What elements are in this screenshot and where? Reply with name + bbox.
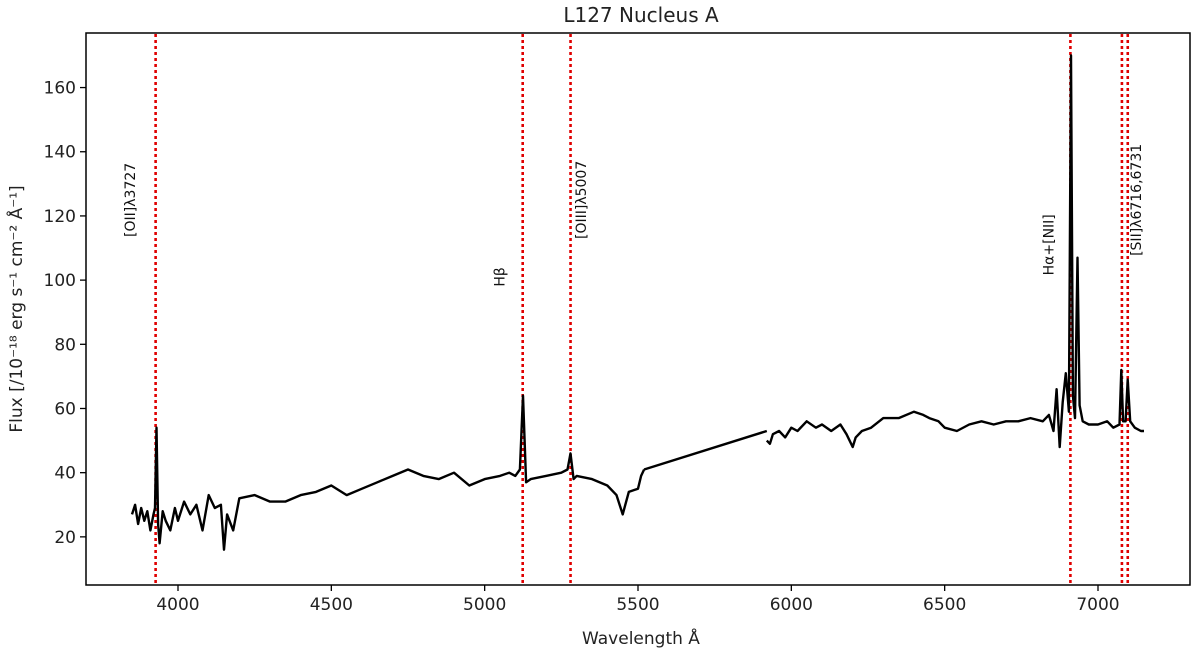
- spectrum-series: [130, 54, 1144, 551]
- spectrum-segment-1: [130, 394, 646, 551]
- y-tick-label: 40: [54, 464, 76, 484]
- emission-line-label-4: Hα+[NII]: [1042, 214, 1058, 275]
- emission-line-label-5: [SII]λ6716,6731: [1129, 144, 1145, 256]
- emission-line-label-2: Hβ: [493, 267, 509, 286]
- x-tick-label: 5500: [616, 595, 659, 615]
- x-axis-label: Wavelength Å: [582, 627, 700, 649]
- x-tick-label: 5000: [463, 595, 506, 615]
- x-tick-label: 6000: [770, 595, 813, 615]
- y-tick-label: 60: [54, 399, 76, 419]
- chart-title: L127 Nucleus A: [563, 3, 719, 27]
- x-axis-ticks: 4000 4500 5000 5500 6000 6500 7000: [156, 585, 1120, 615]
- x-tick-label: 4500: [310, 595, 353, 615]
- y-tick-label: 160: [44, 79, 76, 99]
- x-tick-label: 4000: [156, 595, 199, 615]
- y-tick-label: 100: [44, 271, 76, 291]
- emission-line-label-1: [OII]λ3727: [123, 163, 139, 237]
- y-tick-label: 140: [44, 143, 76, 163]
- y-axis-label: Flux [/10⁻¹⁸ erg s⁻¹ cm⁻² Å⁻¹]: [5, 185, 27, 432]
- plot-frame: [85, 32, 1191, 586]
- spectrum-segment-3: [765, 54, 1144, 449]
- y-tick-label: 80: [54, 335, 76, 355]
- y-tick-label: 20: [54, 528, 76, 548]
- y-tick-label: 120: [44, 207, 76, 227]
- emission-line-label-3: [OIII]λ5007: [574, 161, 590, 239]
- x-tick-label: 7000: [1076, 595, 1119, 615]
- y-axis-ticks: 20 40 60 80 100 120 140 160: [44, 79, 86, 548]
- spectrum-segment-2: [643, 429, 768, 471]
- x-tick-label: 6500: [923, 595, 966, 615]
